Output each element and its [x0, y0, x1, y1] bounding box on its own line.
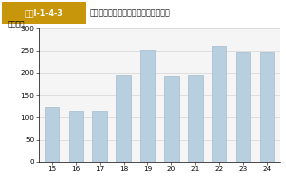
Bar [2, 2, 86, 24]
Text: ロシア機に対する緊急発進回数の推移: ロシア機に対する緊急発進回数の推移 [90, 8, 171, 17]
Bar [116, 75, 131, 162]
Text: （回数）: （回数） [7, 20, 25, 27]
Bar [164, 76, 178, 162]
Bar [260, 52, 274, 162]
Bar [92, 111, 107, 162]
Bar [188, 75, 202, 162]
Bar [212, 46, 227, 162]
Text: 図表I-1-4-3: 図表I-1-4-3 [25, 8, 64, 17]
Bar [236, 52, 250, 162]
Bar [45, 107, 59, 162]
Bar [69, 111, 83, 162]
Bar [140, 50, 155, 162]
